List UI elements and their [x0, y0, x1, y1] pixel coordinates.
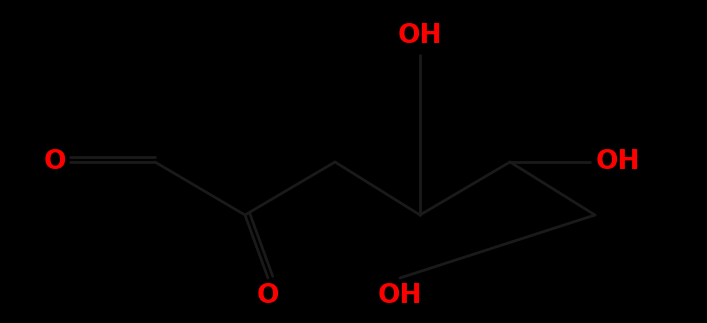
- Text: O: O: [257, 283, 279, 309]
- Text: OH: OH: [596, 149, 641, 175]
- Text: OH: OH: [378, 283, 422, 309]
- Text: O: O: [44, 149, 66, 175]
- Text: OH: OH: [398, 23, 443, 49]
